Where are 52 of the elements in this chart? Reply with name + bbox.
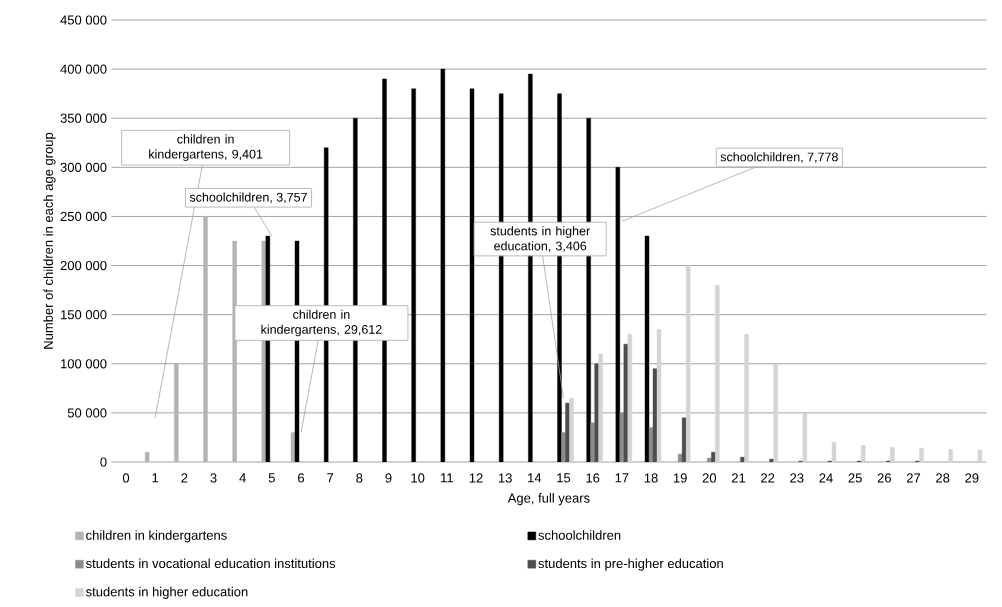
- x-tick-label: 9: [385, 473, 392, 483]
- x-tick-label: 21: [731, 473, 746, 483]
- y-tick-label: 300 000: [60, 162, 107, 172]
- y-axis-title: Number of children in each age group: [43, 132, 56, 349]
- y-tick-label: 200 000: [60, 260, 107, 271]
- legend-label: students in pre-higher education: [538, 558, 723, 571]
- x-tick-label: 3: [210, 473, 217, 483]
- x-tick-label: 14: [528, 473, 542, 483]
- x-tick-label: 6: [298, 473, 305, 483]
- x-axis-title: Age, full years: [507, 493, 590, 506]
- x-tick-label: 19: [673, 473, 687, 483]
- legend-label: students in higher education: [85, 586, 248, 599]
- x-tick-label: 22: [761, 473, 775, 483]
- x-tick-label: 25: [848, 473, 862, 483]
- y-tick-label: 450 000: [60, 15, 107, 25]
- x-tick-label: 12: [469, 473, 483, 483]
- x-tick-label: 15: [557, 473, 571, 483]
- x-tick-label: 5: [268, 473, 275, 483]
- x-tick-label: 18: [644, 473, 658, 483]
- y-tick-label: 50 000: [67, 408, 107, 418]
- x-tick-label: 26: [877, 473, 891, 483]
- x-tick-label: 1: [152, 473, 159, 483]
- x-tick-label: 4: [239, 473, 246, 483]
- y-tick-label: 150 000: [61, 310, 107, 320]
- x-tick-label: 27: [906, 473, 921, 483]
- legend-label: children in kindergartens: [86, 530, 227, 543]
- annotation: children in kindergartens, 29,612: [261, 309, 382, 337]
- legend-label: schoolchildren: [538, 530, 621, 540]
- x-tick-label: 10: [411, 473, 425, 483]
- x-tick-label: 2: [181, 473, 188, 483]
- x-tick-label: 0: [122, 473, 130, 483]
- y-tick-label: 100 000: [61, 359, 107, 369]
- y-tick-label: 0: [100, 457, 107, 467]
- x-tick-label: 29: [965, 473, 979, 483]
- annotation: schoolchildren, 7,778: [720, 152, 838, 163]
- x-tick-label: 13: [498, 473, 512, 483]
- x-tick-label: 8: [356, 473, 363, 483]
- x-tick-label: 7: [327, 473, 334, 483]
- x-tick-label: 17: [615, 473, 629, 483]
- x-tick-label: 28: [936, 473, 950, 483]
- annotation: students in higher education, 3,406: [490, 226, 590, 252]
- y-tick-label: 250 000: [60, 211, 107, 222]
- x-tick-label: 23: [790, 473, 804, 483]
- y-tick-label: 350 000: [60, 113, 107, 123]
- x-tick-label: 24: [819, 473, 833, 483]
- annotation: children in kindergartens, 9,401: [149, 134, 263, 162]
- x-tick-label: 11: [441, 473, 453, 483]
- annotation: schoolchildren, 3,757: [189, 192, 307, 204]
- legend-label: students in vocational education institutions: [85, 558, 336, 569]
- y-tick-label: 400 000: [60, 64, 107, 74]
- x-tick-label: 20: [702, 473, 717, 483]
- x-tick-label: 16: [586, 473, 600, 483]
